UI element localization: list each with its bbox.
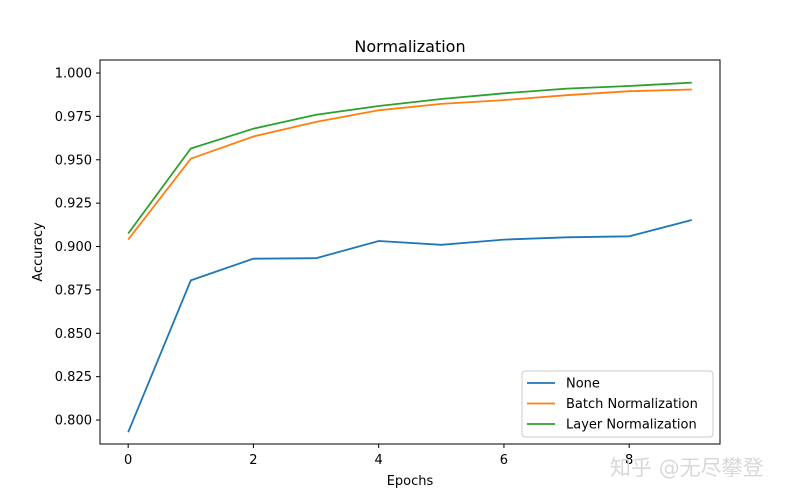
y-tick-label: 0.950	[55, 153, 92, 168]
legend: None Batch Normalization Layer Normalizati…	[521, 370, 714, 438]
x-axis-ticks: 0 2 4 6 8	[124, 444, 633, 468]
legend-box	[521, 370, 714, 438]
y-tick-label: 0.850	[55, 327, 92, 342]
series-line-0	[127, 219, 693, 433]
x-tick-label: 0	[124, 453, 132, 468]
y-tick-label: 1.000	[55, 67, 92, 82]
y-axis-ticks: 0.800 0.825 0.850 0.875 0.900 0.925 0.950 0.975…	[55, 67, 100, 429]
y-axis-label: Accuracy	[31, 222, 46, 282]
x-tick-label: 4	[375, 453, 383, 468]
legend-label: None	[566, 377, 600, 392]
y-tick-label: 0.900	[55, 240, 92, 255]
x-tick-label: 6	[500, 453, 508, 468]
y-tick-label: 0.800	[55, 414, 92, 429]
series-lines	[127, 81, 693, 433]
series-line-2	[127, 81, 692, 235]
legend-label: Batch Normalization	[566, 397, 698, 412]
watermark: 知乎 @无尽攀登	[610, 456, 764, 480]
chart-title: Normalization	[354, 37, 465, 56]
y-tick-label: 0.925	[55, 197, 92, 212]
y-tick-label: 0.825	[55, 370, 92, 385]
legend-label: Layer Normalization	[566, 418, 697, 433]
y-tick-label: 0.975	[55, 110, 92, 125]
x-tick-label: 8	[625, 453, 633, 468]
y-tick-label: 0.875	[55, 283, 92, 298]
series-line-1	[127, 88, 692, 241]
x-tick-label: 2	[249, 453, 257, 468]
x-axis-label: Epochs	[387, 474, 434, 489]
